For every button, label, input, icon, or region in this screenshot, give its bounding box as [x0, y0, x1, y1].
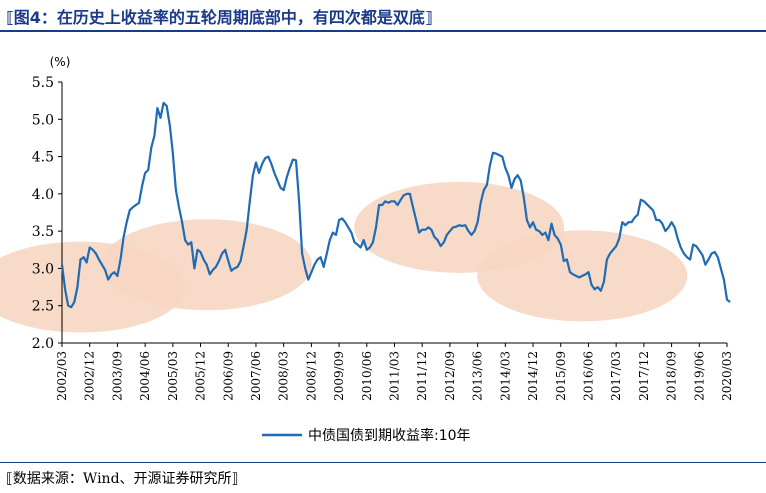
x-tick-label: 2008/12	[304, 351, 318, 401]
x-tick-label: 2011/12	[415, 351, 429, 401]
x-tick-label: 2006/09	[221, 351, 235, 401]
source-divider	[0, 462, 766, 463]
x-tick-label: 2009/09	[332, 351, 346, 401]
x-tick-label: 2017/03	[609, 351, 623, 401]
highlight-group	[0, 181, 688, 333]
x-tick-label: 2019/06	[692, 351, 706, 401]
x-tick-label: 2018/09	[665, 351, 679, 401]
y-tick-label: 2.5	[32, 299, 54, 315]
y-tick-label: 3.5	[32, 224, 54, 240]
x-tick-label: 2011/03	[388, 351, 402, 401]
series-line-1	[60, 101, 731, 309]
x-tick-label: 2005/03	[166, 351, 180, 401]
x-tick-label: 2002/12	[83, 351, 97, 401]
x-tick-label: 2003/09	[110, 351, 124, 401]
y-axis-unit-label: (%)	[50, 55, 71, 69]
y-tick-label: 4.5	[32, 150, 54, 166]
legend-label: 中债国债到期收益率:10年	[308, 427, 471, 444]
x-tick-label: 2007/06	[249, 351, 263, 401]
x-tick-label: 2008/03	[277, 351, 291, 401]
y-tick-label: 3.0	[32, 261, 54, 277]
x-tick-label: 2020/03	[720, 351, 734, 401]
title-underline	[0, 30, 766, 32]
x-tick-label: 2002/03	[55, 351, 69, 401]
y-tick-label: 4.0	[32, 187, 54, 203]
yield-line-chart: 5.5 5.0 4.5 4.0 3.5 3.0 2.5 2.0 (%) 2002/03 2002/1…	[0, 55, 734, 444]
figure-title: ⟦图4：在历史上收益率的五轮周期底部中，有四次都是双底⟧	[6, 8, 433, 27]
data-source: ⟦数据来源：Wind、开源证券研究所⟧	[6, 471, 239, 487]
series-group	[60, 101, 731, 309]
x-tick-label: 2014/12	[526, 351, 540, 401]
x-tick-label: 2016/06	[581, 351, 595, 401]
y-tick-label: 2.0	[32, 336, 54, 352]
x-tick-label: 2004/06	[138, 351, 152, 401]
y-tick-label: 5.0	[32, 112, 54, 128]
x-tick-label: 2012/09	[443, 351, 457, 401]
y-tick-label: 5.5	[32, 75, 54, 91]
x-tick-label: 2014/03	[498, 351, 512, 401]
x-tick-label: 2017/12	[637, 351, 651, 401]
x-tick-label: 2010/06	[360, 351, 374, 401]
x-tick-label: 2015/09	[554, 351, 568, 401]
legend-group: 中债国债到期收益率:10年	[262, 427, 471, 444]
x-tick-label: 2013/06	[471, 351, 485, 401]
x-tick-label: 2005/12	[194, 351, 208, 401]
axes-group: 5.5 5.0 4.5 4.0 3.5 3.0 2.5 2.0 (%) 2002/03 2002/1…	[32, 55, 734, 401]
